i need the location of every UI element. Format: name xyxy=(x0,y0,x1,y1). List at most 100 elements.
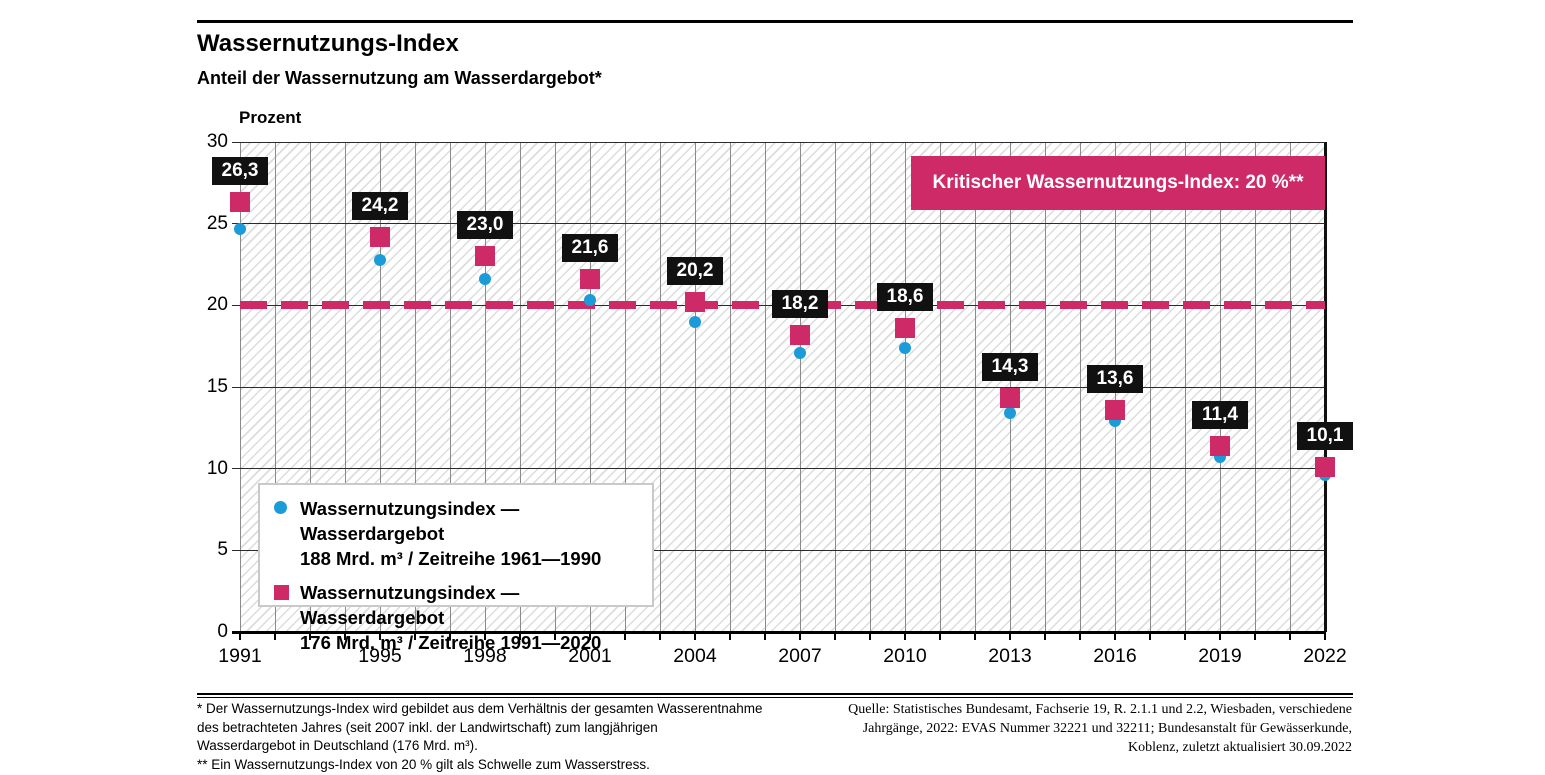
data-point-value-label: 24,2 xyxy=(352,191,408,220)
x-tick-mark xyxy=(904,632,906,640)
data-point-square xyxy=(580,269,600,290)
source-note: Quelle: Statistisches Bundesamt, Fachser… xyxy=(832,700,1352,757)
legend: Wassernutzungsindex — Wasserdargebot 188 … xyxy=(258,483,654,653)
v-gridline xyxy=(1323,142,1327,632)
h-gridline xyxy=(232,386,1325,388)
h-gridline xyxy=(232,549,1325,551)
x-tick-label: 2019 xyxy=(1198,645,1242,667)
legend-square-marker-icon xyxy=(274,585,289,600)
footer-rule xyxy=(197,693,1353,698)
data-point-square xyxy=(475,246,495,267)
data-point-value-label: 20,2 xyxy=(667,257,723,286)
y-tick-label: 15 xyxy=(206,376,228,397)
footnote-line: des betrachteten Jahres (seit 2007 inkl.… xyxy=(197,719,658,735)
source-line: Jahrgänge, 2022: EVAS Nummer 32221 und 3… xyxy=(862,721,1352,736)
data-point-square xyxy=(370,226,390,247)
data-point-value-label: 13,6 xyxy=(1087,364,1143,393)
y-tick-label: 5 xyxy=(217,539,228,561)
data-point-square xyxy=(790,324,810,345)
y-tick-label: 20 xyxy=(206,294,228,316)
x-tick-mark xyxy=(1149,632,1151,640)
data-point-value-label: 18,2 xyxy=(772,289,828,318)
footnote-line: Wasserdargebot in Deutschland (176 Mrd. … xyxy=(197,738,478,754)
x-tick-mark xyxy=(834,632,836,640)
legend-circle-marker-icon xyxy=(274,501,287,514)
critical-threshold-annotation: Kritischer Wassernutzungs-Index: 20 %** xyxy=(911,156,1325,210)
x-tick-mark xyxy=(1289,632,1291,640)
data-point-square xyxy=(1315,457,1335,478)
x-tick-mark xyxy=(1114,632,1116,640)
data-point-circle xyxy=(584,294,596,307)
footnote-line: * Der Wassernutzungs-Index wird gebildet… xyxy=(197,701,763,716)
data-point-value-label: 18,6 xyxy=(877,283,933,312)
x-tick-label: 2001 xyxy=(568,645,612,667)
y-axis-unit-label: Prozent xyxy=(239,108,302,127)
data-point-value-label: 10,1 xyxy=(1297,422,1353,451)
source-line: Koblenz, zuletzt aktualisiert 30.09.2022 xyxy=(1128,740,1352,755)
x-tick-mark xyxy=(1044,632,1046,640)
data-point-square xyxy=(895,318,915,339)
x-tick-label: 1991 xyxy=(218,645,262,667)
data-point-circle xyxy=(1004,407,1016,420)
data-point-value-label: 14,3 xyxy=(982,353,1038,382)
x-tick-label: 2007 xyxy=(778,645,822,667)
x-tick-mark xyxy=(589,632,591,640)
x-tick-mark xyxy=(1324,632,1326,640)
legend-item-label: Wassernutzungsindex — Wasserdargebot 188 … xyxy=(300,498,602,569)
x-tick-label: 2016 xyxy=(1093,645,1137,667)
x-tick-mark xyxy=(554,632,556,640)
x-tick-label: 1995 xyxy=(358,645,402,667)
x-tick-mark xyxy=(694,632,696,640)
x-tick-mark xyxy=(939,632,941,640)
y-tick-label: 25 xyxy=(206,212,228,234)
x-tick-mark xyxy=(974,632,976,640)
x-tick-mark xyxy=(274,632,276,640)
data-point-square xyxy=(1000,388,1020,409)
data-point-circle xyxy=(479,273,491,286)
x-tick-mark xyxy=(764,632,766,640)
data-point-value-label: 11,4 xyxy=(1192,400,1248,429)
x-tick-mark xyxy=(239,632,241,640)
x-tick-mark xyxy=(1184,632,1186,640)
x-tick-mark xyxy=(449,632,451,640)
x-axis-line xyxy=(232,630,1325,634)
footnotes: * Der Wassernutzungs-Index wird gebildet… xyxy=(197,700,777,775)
x-tick-mark xyxy=(344,632,346,640)
x-tick-mark xyxy=(484,632,486,640)
x-tick-mark xyxy=(624,632,626,640)
h-gridline xyxy=(232,223,1325,225)
y-tick-label: 0 xyxy=(217,621,228,642)
h-gridline xyxy=(232,468,1325,470)
x-tick-label: 2010 xyxy=(883,645,927,667)
data-point-value-label: 23,0 xyxy=(457,211,513,240)
x-tick-mark xyxy=(1254,632,1256,640)
x-tick-mark xyxy=(729,632,731,640)
x-tick-label: 1998 xyxy=(463,645,507,667)
x-tick-mark xyxy=(1219,632,1221,640)
data-point-square xyxy=(230,192,250,213)
x-tick-label: 2004 xyxy=(673,645,717,667)
data-point-circle xyxy=(689,315,701,328)
x-tick-label: 2022 xyxy=(1303,645,1347,667)
x-tick-mark xyxy=(309,632,311,640)
x-tick-mark xyxy=(414,632,416,640)
x-tick-mark xyxy=(1009,632,1011,640)
data-point-circle xyxy=(899,341,911,354)
h-gridline xyxy=(232,141,1325,143)
data-point-square xyxy=(685,292,705,313)
y-tick-label: 30 xyxy=(206,131,228,152)
x-tick-mark xyxy=(379,632,381,640)
x-tick-mark xyxy=(659,632,661,640)
page-subtitle: Anteil der Wassernutzung am Wasserdargeb… xyxy=(197,68,602,88)
top-rule xyxy=(197,20,1353,23)
data-point-value-label: 26,3 xyxy=(212,157,268,186)
x-tick-mark xyxy=(869,632,871,640)
data-point-circle xyxy=(794,346,806,359)
plot-area: Kritischer Wassernutzungs-Index: 20 %** … xyxy=(212,141,1353,653)
source-line: Quelle: Statistisches Bundesamt, Fachser… xyxy=(848,702,1352,717)
legend-item: Wassernutzungsindex — Wasserdargebot 188 … xyxy=(274,496,652,571)
data-point-square xyxy=(1210,435,1230,456)
data-point-value-label: 21,6 xyxy=(562,234,618,263)
data-point-circle xyxy=(374,253,386,266)
